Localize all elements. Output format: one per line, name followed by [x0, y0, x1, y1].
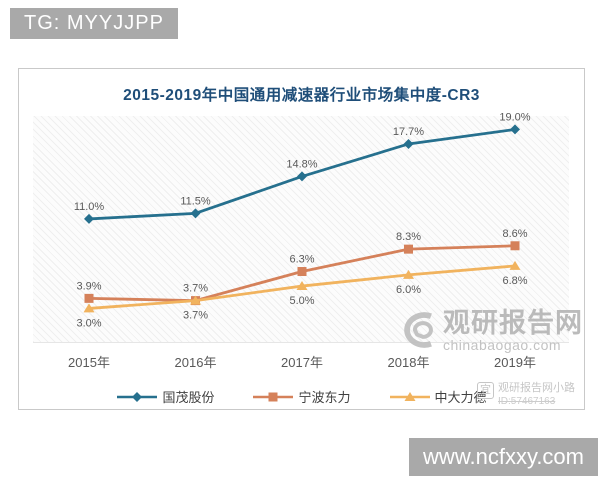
legend-marker-icon [253, 392, 294, 401]
x-axis: 2015年 2016年 2017年 2018年 2019年 [33, 352, 569, 370]
corner-watermark-line1: 观研报告网小路 [498, 382, 575, 394]
svg-text:3.7%: 3.7% [183, 310, 208, 322]
svg-text:3.7%: 3.7% [183, 283, 208, 295]
legend-marker-icon [389, 391, 430, 401]
legend-label: 宁波东力 [298, 390, 351, 405]
legend-marker-icon [117, 391, 158, 402]
svg-text:6.3%: 6.3% [289, 254, 314, 266]
legend-label: 国茂股份 [162, 390, 215, 405]
plot-area: 11.0% 11.5% 14.8% 17.7% 19.0% 3.9% 3.7% 6.3% 8.3… [33, 111, 569, 343]
corner-watermark-line2: ID:57467163 [498, 396, 556, 407]
tg-watermark-badge: TG: MYYJJPP [10, 8, 178, 39]
svg-text:8.6%: 8.6% [502, 228, 527, 240]
svg-text:14.8%: 14.8% [286, 158, 317, 170]
legend-label: 中大力德 [434, 390, 487, 405]
corner-watermark-text: 观研报告网小路 ID:57467163 [498, 382, 575, 408]
svg-text:11.0%: 11.0% [74, 201, 105, 213]
svg-text:11.5%: 11.5% [180, 195, 211, 207]
x-axis-label: 2015年 [68, 355, 110, 370]
svg-text:8.3%: 8.3% [396, 231, 421, 243]
legend-item: 中大力德 [389, 387, 487, 406]
chart-title: 2015-2019年中国通用减速器行业市场集中度-CR3 [123, 87, 480, 104]
corner-watermark: 宜 观研报告网小路 ID:57467163 [477, 382, 575, 408]
x-axis-label: 2019年 [494, 355, 536, 370]
corner-watermark-icon: 宜 [477, 382, 494, 399]
chart-panel: 2015-2019年中国通用减速器行业市场集中度-CR3 11.0% 11.5% 1… [18, 68, 585, 410]
svg-text:17.7%: 17.7% [393, 126, 424, 138]
line-chart: 11.0% 11.5% 14.8% 17.7% 19.0% 3.9% 3.7% 6.3% 8.3… [74, 111, 531, 329]
svg-text:19.0%: 19.0% [499, 111, 530, 123]
legend-item: 宁波东力 [252, 387, 351, 406]
x-axis-label: 2017年 [281, 355, 323, 370]
site-watermark-badge: www.ncfxxy.com [409, 438, 598, 476]
svg-text:3.0%: 3.0% [76, 317, 101, 329]
svg-text:6.8%: 6.8% [502, 275, 527, 287]
svg-text:5.0%: 5.0% [289, 295, 314, 307]
chart-legend: 国茂股份 宁波东力 中大力德 [19, 387, 584, 406]
x-axis-label: 2016年 [174, 355, 217, 370]
x-axis-label: 2018年 [387, 355, 430, 370]
legend-item: 国茂股份 [116, 387, 214, 406]
svg-text:6.0%: 6.0% [396, 284, 421, 296]
svg-text:3.9%: 3.9% [76, 280, 101, 292]
